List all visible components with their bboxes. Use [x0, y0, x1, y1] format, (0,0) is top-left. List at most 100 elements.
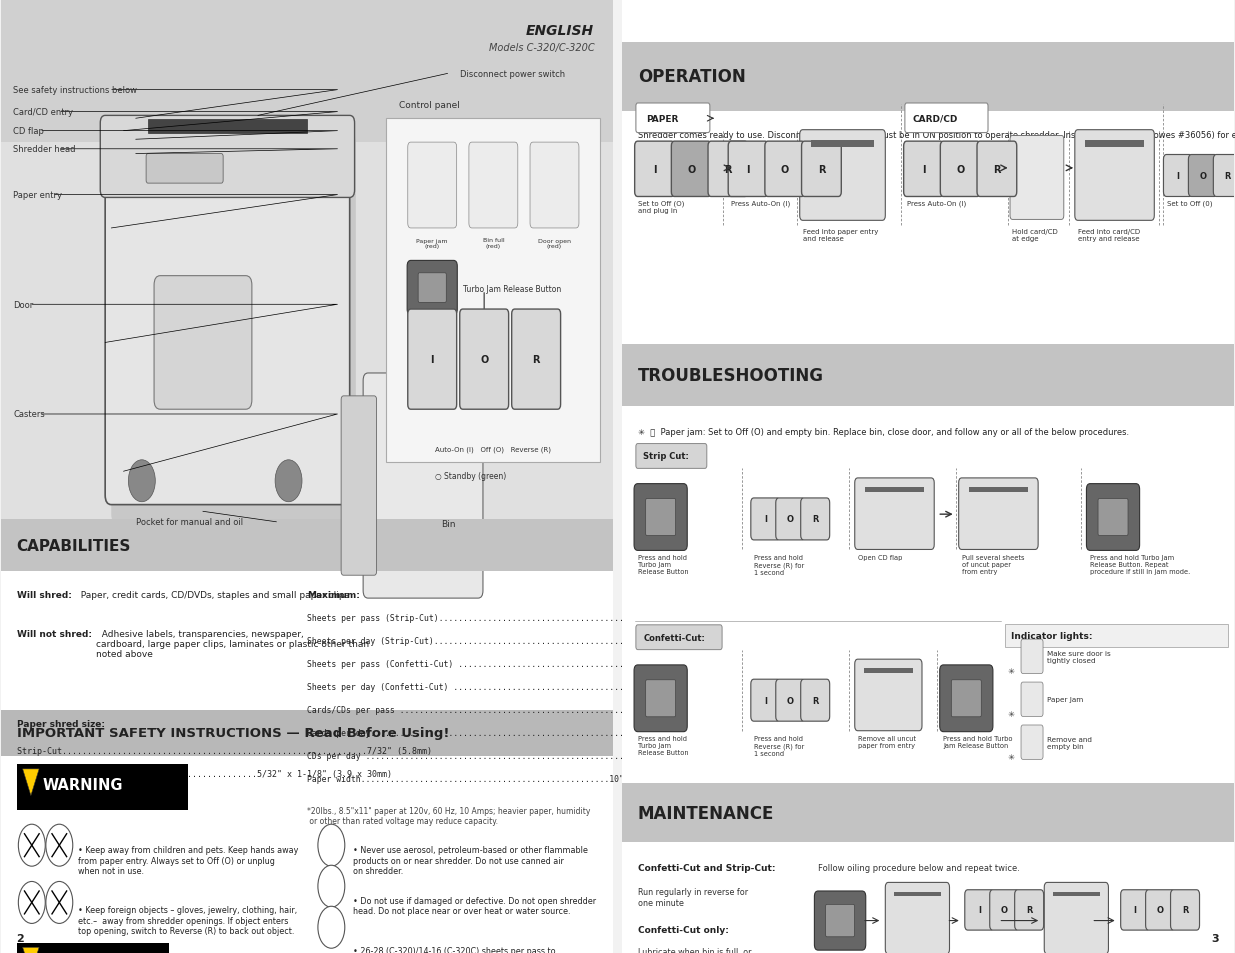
FancyBboxPatch shape: [1098, 499, 1128, 536]
Text: Paper shred size:: Paper shred size:: [16, 720, 105, 728]
Text: O: O: [1000, 905, 1008, 915]
FancyBboxPatch shape: [855, 478, 934, 550]
Text: Press Auto-On (I): Press Auto-On (I): [731, 200, 790, 207]
Circle shape: [19, 824, 46, 866]
Text: Will not shred:: Will not shred:: [16, 629, 91, 638]
Text: Sheets per pass (Confetti-Cut) ........................................14-16*: Sheets per pass (Confetti-Cut) .........…: [306, 659, 682, 668]
Circle shape: [275, 460, 303, 502]
Text: Cards/CDs per pass .............................................................: Cards/CDs per pass .....................…: [306, 705, 716, 714]
Text: Press and hold Turbo Jam
Release Button. Repeat
procedure if still in jam mode.: Press and hold Turbo Jam Release Button.…: [1091, 555, 1191, 575]
FancyBboxPatch shape: [802, 142, 841, 197]
Text: Paper entry: Paper entry: [14, 191, 63, 200]
Text: Press and hold Turbo
Jam Release Button: Press and hold Turbo Jam Release Button: [944, 736, 1013, 749]
Text: O: O: [1199, 172, 1207, 181]
FancyBboxPatch shape: [1163, 155, 1193, 197]
FancyBboxPatch shape: [146, 154, 224, 184]
FancyBboxPatch shape: [751, 498, 779, 540]
FancyBboxPatch shape: [904, 142, 944, 197]
Circle shape: [128, 460, 156, 502]
Bar: [622, 43, 1234, 112]
FancyBboxPatch shape: [905, 104, 988, 133]
FancyBboxPatch shape: [800, 131, 885, 221]
Text: Remove and
empty bin: Remove and empty bin: [1047, 736, 1092, 749]
Text: I: I: [1177, 172, 1179, 181]
Text: I: I: [763, 515, 767, 524]
Text: See safety instructions below: See safety instructions below: [14, 86, 137, 95]
FancyBboxPatch shape: [776, 498, 805, 540]
FancyBboxPatch shape: [530, 143, 579, 229]
Text: Card/CD entry: Card/CD entry: [14, 108, 73, 117]
FancyBboxPatch shape: [636, 625, 722, 650]
Text: Door open
(red): Door open (red): [538, 238, 571, 249]
Text: Bin full
(red): Bin full (red): [483, 238, 504, 249]
Text: Adhesive labels, transparencies, newspaper,
cardboard, large paper clips, lamina: Adhesive labels, transparencies, newspap…: [96, 629, 369, 659]
Text: O: O: [1157, 905, 1163, 915]
Text: Feed into paper entry
and release: Feed into paper entry and release: [803, 229, 878, 242]
Text: R: R: [818, 165, 825, 174]
Text: Shredder head: Shredder head: [14, 145, 77, 154]
FancyBboxPatch shape: [1213, 155, 1235, 197]
FancyBboxPatch shape: [940, 142, 981, 197]
FancyBboxPatch shape: [800, 679, 830, 721]
FancyBboxPatch shape: [16, 943, 169, 953]
Bar: [1004, 624, 1228, 647]
Bar: [969, 488, 1028, 493]
Text: MAINTENANCE: MAINTENANCE: [637, 804, 774, 821]
Text: Disconnect power switch: Disconnect power switch: [459, 70, 564, 79]
Text: • Never use aerosol, petroleum-based or other flammable
products on or near shre: • Never use aerosol, petroleum-based or …: [353, 845, 588, 875]
Text: R: R: [1182, 905, 1188, 915]
FancyBboxPatch shape: [1171, 890, 1199, 930]
FancyBboxPatch shape: [646, 499, 676, 536]
Text: Set to Off (0): Set to Off (0): [1167, 200, 1212, 207]
Text: Remove all uncut
paper from entry: Remove all uncut paper from entry: [858, 736, 916, 749]
Text: Press and hold
Reverse (R) for
1 second: Press and hold Reverse (R) for 1 second: [753, 555, 804, 575]
FancyBboxPatch shape: [1021, 682, 1044, 717]
Text: CAPABILITIES: CAPABILITIES: [16, 538, 131, 553]
FancyBboxPatch shape: [885, 882, 950, 953]
FancyBboxPatch shape: [1146, 890, 1174, 930]
FancyBboxPatch shape: [459, 310, 509, 410]
Text: Auto-On (I)   Off (O)   Reverse (R): Auto-On (I) Off (O) Reverse (R): [436, 446, 551, 453]
FancyBboxPatch shape: [708, 142, 747, 197]
FancyBboxPatch shape: [951, 680, 982, 717]
Text: • 26-28 (C-320)/14-16 (C-320C) sheets per pass to
avoid jams.: • 26-28 (C-320)/14-16 (C-320C) sheets pe…: [353, 946, 556, 953]
Text: *20lbs., 8.5"x11" paper at 120v, 60 Hz, 10 Amps; heavier paper, humidity
 or oth: *20lbs., 8.5"x11" paper at 120v, 60 Hz, …: [306, 806, 590, 825]
Text: Lubricate when bin is full, or
immediately, if:
• Capacity decreases
• Motor sou: Lubricate when bin is full, or immediate…: [637, 947, 751, 953]
Text: I: I: [746, 165, 750, 174]
Text: I: I: [978, 905, 981, 915]
FancyBboxPatch shape: [1021, 639, 1044, 674]
FancyBboxPatch shape: [1120, 890, 1150, 930]
FancyBboxPatch shape: [636, 104, 710, 133]
Bar: [866, 488, 924, 493]
FancyBboxPatch shape: [800, 498, 830, 540]
Text: Strip-Cut.............................................................7/32" (5.8: Strip-Cut...............................…: [16, 746, 431, 755]
FancyBboxPatch shape: [646, 680, 676, 717]
Text: Confetti-Cut only:: Confetti-Cut only:: [637, 925, 729, 934]
Text: Strip Cut:: Strip Cut:: [643, 452, 689, 461]
Text: Run regularly in reverse for
one minute: Run regularly in reverse for one minute: [637, 887, 748, 906]
Text: Casters: Casters: [14, 410, 46, 419]
Text: Paper Jam: Paper Jam: [1047, 697, 1083, 702]
Text: 3: 3: [1210, 934, 1219, 943]
Text: R: R: [1225, 172, 1231, 181]
Text: R: R: [1026, 905, 1032, 915]
FancyBboxPatch shape: [751, 679, 779, 721]
Text: Sheets per day (Confetti-Cut) ...........................................7,000: Sheets per day (Confetti-Cut) ..........…: [306, 682, 687, 691]
Circle shape: [46, 882, 73, 923]
FancyBboxPatch shape: [1087, 484, 1140, 551]
FancyBboxPatch shape: [855, 659, 923, 731]
Bar: [1, 519, 613, 572]
Text: Indicator lights:: Indicator lights:: [1010, 631, 1092, 640]
Text: Door: Door: [14, 300, 33, 310]
Text: • Do not use if damaged or defective. Do not open shredder
head. Do not place ne: • Do not use if damaged or defective. Do…: [353, 896, 595, 915]
Text: ○ Standby (green): ○ Standby (green): [435, 472, 506, 480]
Text: Press and hold
Turbo Jam
Release Button: Press and hold Turbo Jam Release Button: [637, 555, 688, 575]
Text: I: I: [653, 165, 656, 174]
FancyBboxPatch shape: [408, 261, 457, 315]
FancyBboxPatch shape: [634, 665, 687, 732]
Bar: [894, 892, 941, 897]
FancyBboxPatch shape: [672, 142, 711, 197]
FancyBboxPatch shape: [408, 143, 457, 229]
Text: R: R: [724, 165, 731, 174]
Text: TROUBLESHOOTING: TROUBLESHOOTING: [637, 367, 824, 385]
